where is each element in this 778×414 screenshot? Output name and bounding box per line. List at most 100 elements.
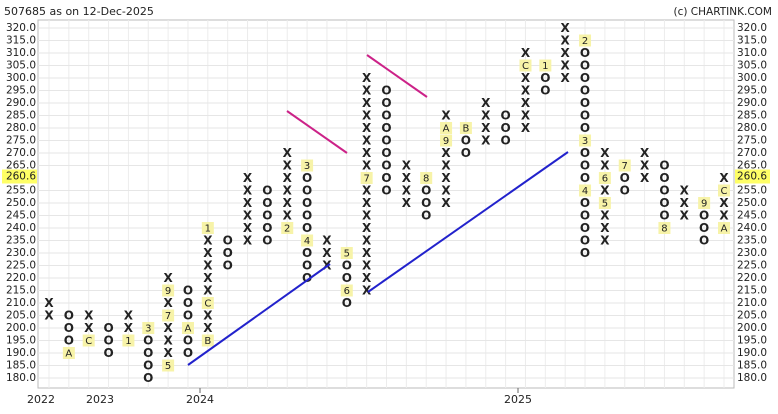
pf-column: XXX xyxy=(640,146,650,185)
pf-box: O xyxy=(302,209,312,223)
pf-box: X xyxy=(402,184,412,198)
pf-box: X xyxy=(600,209,610,223)
y-tick-label: 290.0 xyxy=(6,97,36,109)
month-marker: C xyxy=(85,336,92,347)
current-price-bg xyxy=(2,169,37,184)
pf-box: O xyxy=(64,321,74,335)
pf-box: X xyxy=(402,171,412,185)
y-tick-label-right: 280.0 xyxy=(737,122,767,134)
month-marker: 5 xyxy=(165,361,171,372)
pf-box: X xyxy=(441,171,451,185)
pf-column: XXX xyxy=(680,184,690,223)
pf-box: O xyxy=(501,121,511,135)
pf-box: O xyxy=(580,234,590,248)
month-marker-bg xyxy=(579,34,592,47)
pf-box: O xyxy=(580,59,590,73)
pf-box: X xyxy=(561,34,571,48)
pf-box: X xyxy=(203,271,213,285)
y-tick-label: 275.0 xyxy=(6,135,36,147)
month-marker-bg xyxy=(340,284,353,297)
pf-box: X xyxy=(362,96,372,110)
month-marker-bg xyxy=(718,184,730,197)
pf-box: X xyxy=(362,284,372,298)
pf-column: OOO xyxy=(223,234,233,273)
y-tick-label-right: 300.0 xyxy=(737,72,767,84)
y-tick-label-right: 220.0 xyxy=(737,272,767,284)
pf-box: O xyxy=(342,271,352,285)
pf-box: O xyxy=(262,196,272,210)
pf-box: X xyxy=(362,121,372,135)
pf-box: X xyxy=(561,71,571,85)
month-marker-bg xyxy=(598,172,611,184)
month-marker: 6 xyxy=(602,174,608,185)
month-marker: A xyxy=(185,324,192,335)
pf-box: X xyxy=(362,159,372,173)
y-tick-label-right: 295.0 xyxy=(737,85,767,97)
month-marker-bg xyxy=(579,184,592,197)
pf-box: X xyxy=(283,171,293,185)
pf-box: X xyxy=(362,221,372,235)
y-tick-label-right: 285.0 xyxy=(737,110,767,122)
pf-box: X xyxy=(521,96,531,110)
pf-box: O xyxy=(223,259,233,273)
pf-box: O xyxy=(143,359,153,373)
pf-box: X xyxy=(203,234,213,248)
pf-box: X xyxy=(402,159,412,173)
pf-box: X xyxy=(521,46,531,60)
pf-box: X xyxy=(243,184,253,198)
month-marker: 7 xyxy=(165,311,171,322)
pf-box: O xyxy=(580,84,590,98)
pf-box: O xyxy=(540,71,550,85)
pf-box: X xyxy=(481,109,491,123)
pf-box: X xyxy=(44,309,54,323)
pf-box: X xyxy=(124,309,134,323)
month-marker: 1 xyxy=(205,224,211,235)
pf-box: O xyxy=(580,221,590,235)
pf-box: X xyxy=(521,84,531,98)
pf-column: OOO xyxy=(103,321,113,360)
pf-box: X xyxy=(322,234,332,248)
month-marker: B xyxy=(204,336,211,347)
y-tick-label-right: 205.0 xyxy=(737,310,767,322)
month-marker: 9 xyxy=(443,136,449,147)
pf-box: X xyxy=(243,234,253,248)
month-marker-bg xyxy=(718,222,730,234)
y-tick-label: 215.0 xyxy=(6,285,36,297)
y-tick-label: 225.0 xyxy=(6,260,36,272)
pf-box: X xyxy=(163,271,173,285)
pf-box: O xyxy=(381,171,391,185)
pf-box: X xyxy=(124,321,134,335)
pf-box: X xyxy=(243,221,253,235)
month-marker-bg xyxy=(301,234,314,247)
month-marker: 5 xyxy=(344,249,350,260)
pf-box: O xyxy=(302,196,312,210)
y-tick-label-right: 310.0 xyxy=(737,47,767,59)
pf-box: O xyxy=(699,209,709,223)
pf-box: X xyxy=(441,196,451,210)
pf-box: O xyxy=(580,96,590,110)
month-marker-bg xyxy=(539,59,552,72)
month-marker-bg xyxy=(459,122,472,134)
pf-box: X xyxy=(481,96,491,110)
pf-box: O xyxy=(699,221,709,235)
pf-box: X xyxy=(680,196,690,210)
month-marker: 8 xyxy=(423,174,429,185)
month-marker: 8 xyxy=(661,224,667,235)
y-tick-label: 185.0 xyxy=(6,360,36,372)
month-marker-bg xyxy=(162,284,175,297)
pf-column: OO7 xyxy=(618,159,631,198)
chart-title: 507685 as on 12-Dec-2025 xyxy=(4,5,154,18)
y-tick-label-right: 270.0 xyxy=(737,147,767,159)
month-marker-bg xyxy=(579,134,592,147)
pf-box: X xyxy=(680,184,690,198)
month-marker: 4 xyxy=(582,186,588,197)
pf-box: O xyxy=(620,171,630,185)
month-marker-bg xyxy=(201,297,214,309)
y-tick-label: 305.0 xyxy=(6,60,36,72)
